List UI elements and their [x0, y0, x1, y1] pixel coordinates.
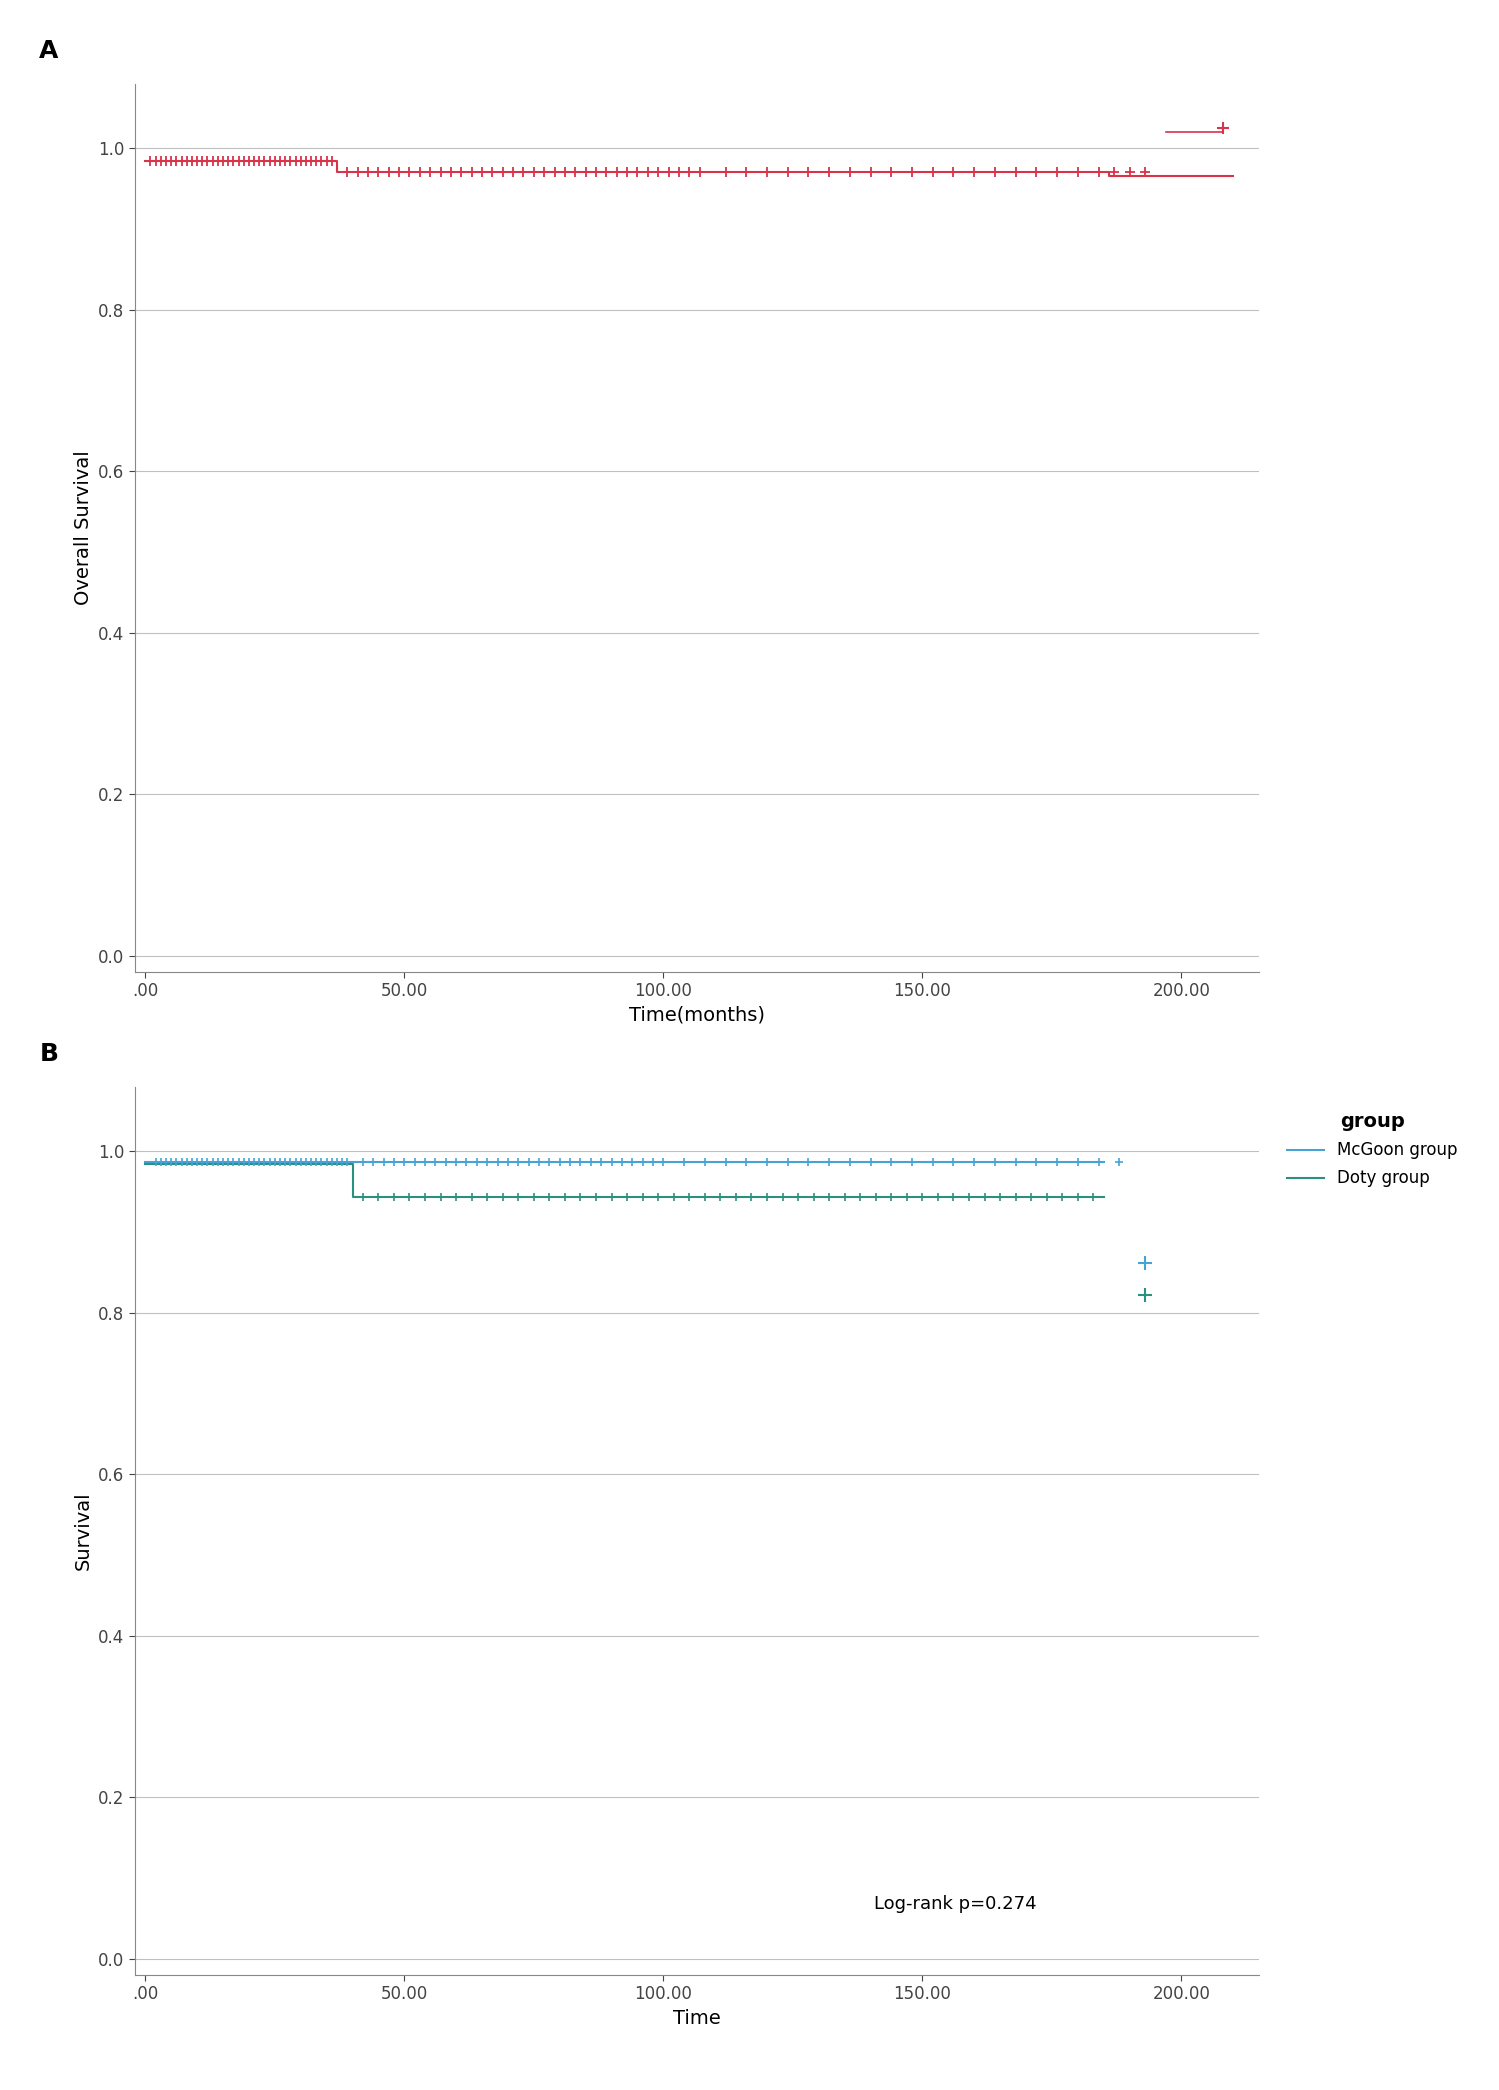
X-axis label: Time: Time — [673, 2008, 721, 2027]
Y-axis label: Overall Survival: Overall Survival — [73, 449, 93, 606]
Text: A: A — [39, 40, 58, 63]
Text: Log-rank p=0.274: Log-rank p=0.274 — [874, 1896, 1037, 1912]
X-axis label: Time(months): Time(months) — [630, 1005, 764, 1024]
Y-axis label: Survival: Survival — [73, 1492, 93, 1570]
Legend: McGoon group, Doty group: McGoon group, Doty group — [1279, 1104, 1466, 1195]
Text: B: B — [39, 1043, 58, 1066]
